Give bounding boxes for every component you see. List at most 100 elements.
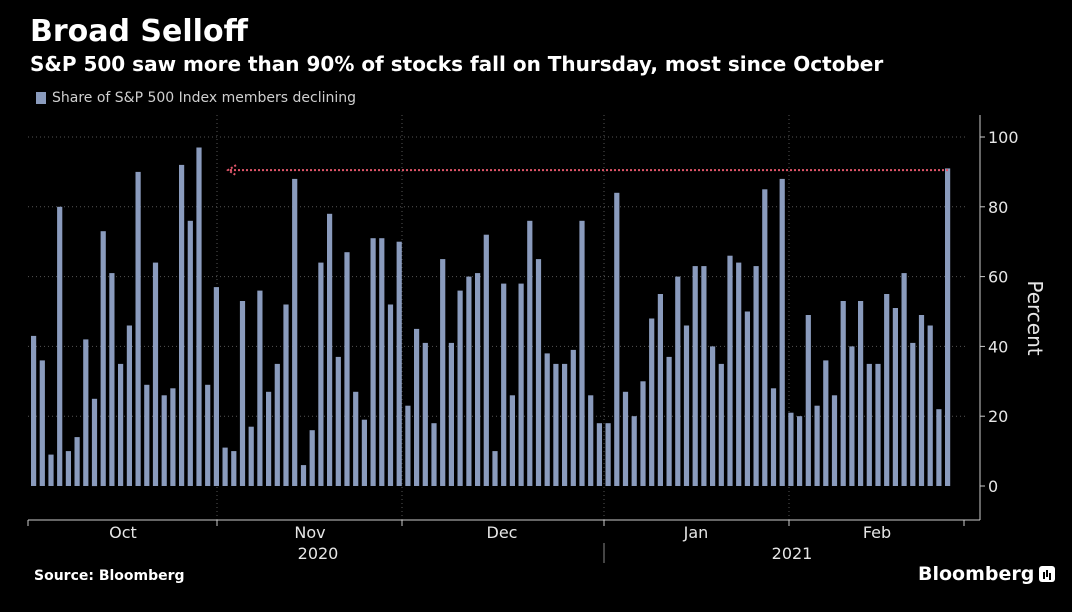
bar	[588, 395, 594, 486]
bar	[535, 259, 542, 486]
bar	[257, 290, 263, 486]
bar	[666, 356, 672, 486]
bar	[797, 416, 803, 486]
bar	[361, 419, 367, 486]
bar	[109, 273, 115, 486]
bar	[179, 164, 185, 486]
bar	[440, 259, 446, 486]
bar	[91, 398, 98, 487]
bar	[753, 266, 759, 486]
bar	[614, 192, 620, 487]
bar	[396, 241, 402, 486]
bar	[31, 335, 37, 486]
bar	[640, 381, 646, 486]
bar	[727, 255, 733, 486]
legend: Share of S&P 500 Index members declining	[36, 90, 356, 106]
bar	[840, 301, 846, 486]
bar	[518, 283, 524, 486]
bar	[170, 388, 176, 486]
x-month-label: Oct	[109, 523, 137, 542]
bar	[605, 423, 611, 486]
bar	[570, 349, 576, 486]
bar	[892, 308, 898, 486]
bar	[866, 363, 872, 486]
bar	[74, 437, 80, 486]
bar	[805, 315, 811, 486]
bar	[318, 262, 324, 486]
bar	[448, 342, 454, 486]
bar	[152, 262, 159, 486]
bar	[126, 325, 132, 486]
bar	[875, 363, 881, 486]
bar	[544, 353, 550, 486]
bar	[579, 220, 585, 487]
y-tick-label: 40	[988, 337, 1008, 356]
bar	[213, 287, 219, 486]
bar	[370, 238, 376, 486]
legend-label: Share of S&P 500 Index members declining	[52, 90, 357, 106]
bar	[144, 384, 150, 486]
bar	[83, 339, 89, 486]
y-axis-title: Percent	[1023, 280, 1047, 355]
bar	[248, 426, 254, 486]
bar	[353, 391, 359, 486]
bar	[387, 304, 394, 486]
bar	[675, 276, 681, 486]
bar	[414, 328, 420, 486]
y-tick-label: 60	[988, 268, 1008, 287]
brand-chart-icon	[1039, 566, 1056, 582]
bar	[945, 168, 951, 486]
bar	[831, 395, 838, 486]
bar	[814, 405, 820, 486]
bar	[849, 346, 855, 486]
bar	[631, 416, 637, 486]
bar	[405, 405, 411, 486]
bar	[48, 454, 54, 486]
bar	[39, 360, 45, 486]
bar	[483, 234, 489, 486]
bar	[596, 423, 602, 486]
bar	[161, 395, 167, 486]
bar	[936, 409, 942, 486]
x-month-label: Feb	[863, 523, 891, 542]
bar	[501, 283, 507, 486]
bar	[649, 318, 655, 486]
bar	[187, 220, 193, 487]
bar	[744, 311, 750, 486]
bar	[788, 412, 794, 486]
bar	[205, 384, 211, 486]
bar	[770, 388, 777, 486]
bar	[57, 206, 63, 487]
bar	[553, 363, 559, 486]
bar	[492, 451, 498, 486]
bar	[466, 276, 472, 486]
x-month-label: Dec	[487, 523, 518, 542]
y-tick-label: 20	[988, 407, 1008, 426]
bar	[231, 451, 237, 486]
bar	[710, 346, 716, 486]
bar	[910, 342, 916, 486]
bar	[100, 231, 106, 486]
brand-logo: Bloomberg	[918, 563, 1056, 585]
bar	[718, 363, 724, 486]
bar	[327, 213, 333, 487]
bar	[118, 363, 124, 486]
x-month-label: Nov	[294, 523, 325, 542]
bar	[135, 171, 141, 486]
bar	[858, 301, 864, 486]
source-note: Source: Bloomberg	[34, 568, 185, 584]
bar	[379, 238, 385, 486]
bar	[562, 363, 568, 486]
bar	[422, 342, 428, 486]
y-tick-label: 100	[988, 128, 1019, 147]
bar	[657, 294, 663, 486]
bar	[779, 178, 785, 486]
y-tick-label: 80	[988, 198, 1008, 217]
bar	[918, 315, 925, 486]
x-month-label: Jan	[683, 523, 709, 542]
bar	[701, 266, 707, 486]
bar	[457, 290, 463, 486]
bar	[65, 451, 71, 486]
bar	[927, 325, 933, 486]
